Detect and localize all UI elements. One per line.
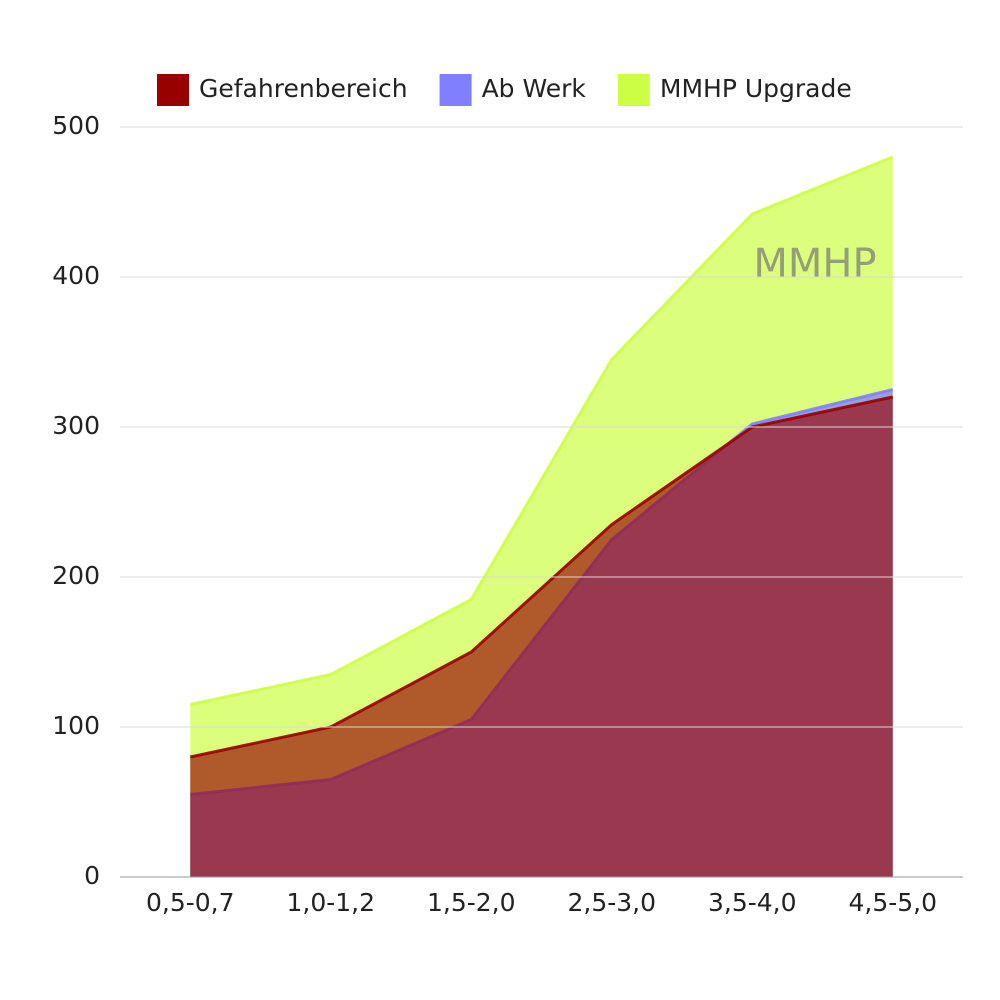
x-tick-label: 1,5-2,0 bbox=[427, 888, 516, 917]
legend-label: MMHP Upgrade bbox=[660, 74, 852, 103]
x-tick-label: 3,5-4,0 bbox=[708, 888, 797, 917]
area-line bbox=[189, 155, 894, 706]
y-tick-label: 300 bbox=[52, 411, 100, 440]
legend-swatch bbox=[157, 74, 189, 106]
area bbox=[190, 397, 893, 877]
x-tick-label: 0,5-0,7 bbox=[146, 888, 235, 917]
y-tick-label: 500 bbox=[52, 111, 100, 140]
legend-label: Ab Werk bbox=[482, 74, 587, 103]
legend-swatch bbox=[617, 74, 650, 106]
y-tick-label: 400 bbox=[52, 261, 100, 290]
area-line bbox=[189, 395, 894, 759]
x-tick-label: 4,5-5,0 bbox=[848, 888, 937, 917]
y-tick-label: 200 bbox=[52, 561, 100, 590]
x-tick-label: 1,0-1,2 bbox=[286, 888, 375, 917]
x-tick-label: 2,5-3,0 bbox=[567, 888, 656, 917]
legend-label: Gefahrenbereich bbox=[199, 74, 408, 103]
watermark: MMHP bbox=[753, 241, 876, 287]
y-tick-label: 100 bbox=[52, 711, 100, 740]
legend-swatch bbox=[439, 74, 472, 106]
y-tick-label: 0 bbox=[84, 861, 100, 890]
